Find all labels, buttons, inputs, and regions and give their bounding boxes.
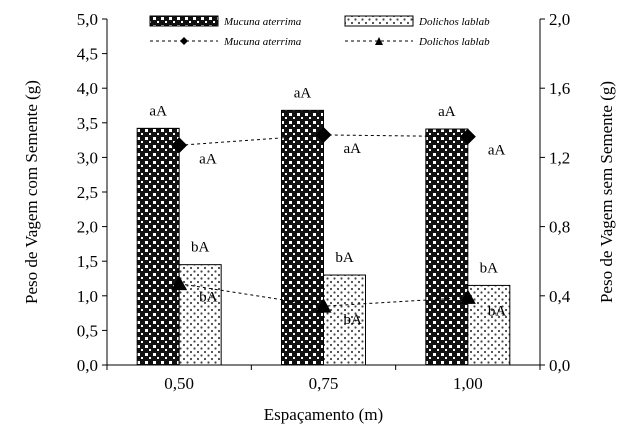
- x-tick-label: 0,50: [164, 374, 194, 393]
- legend-swatch: [149, 15, 219, 27]
- marker-triangle: [459, 289, 476, 304]
- y2-tick-label: 0,8: [549, 218, 570, 237]
- bar-mucuna: [281, 109, 324, 366]
- y2-tick-label: 1,2: [549, 148, 570, 167]
- y-tick-label: 4,0: [77, 79, 98, 98]
- y-tick-label: 3,0: [77, 148, 98, 167]
- bar-label: bA: [191, 240, 210, 256]
- bar-mucuna: [425, 128, 469, 366]
- bar-label: bA: [480, 260, 499, 276]
- legend-label: Dolichos lablab: [418, 16, 490, 28]
- bar-label: bA: [335, 250, 354, 266]
- legend-marker: [180, 37, 188, 45]
- point-label: bA: [199, 290, 218, 306]
- marker-diamond: [315, 126, 332, 143]
- x-axis-title: Espaçamento (m): [264, 405, 383, 424]
- y2-tick-label: 0,0: [549, 356, 570, 375]
- point-label: aA: [199, 151, 217, 167]
- point-label: aA: [488, 143, 506, 159]
- bar-dolichos: [467, 284, 511, 366]
- x-tick-label: 1,00: [453, 374, 483, 393]
- legend-label: Mucuna aterrima: [223, 36, 302, 48]
- y2-axis-title: Peso de Vagem sem Semente (g): [597, 81, 616, 303]
- marker-diamond: [459, 128, 476, 145]
- point-label: bA: [344, 312, 363, 328]
- plot-area: 0,0 0,5 1,0 1,5 2,0 2,5 3,0 3,5 4,0 4,5 5,0 0,0 0,4 0…: [77, 10, 571, 393]
- y-tick-label: 1,0: [77, 287, 98, 306]
- point-label: aA: [344, 141, 362, 157]
- marker-triangle: [171, 275, 188, 291]
- legend: Mucuna aterrima Dolichos lablab Mucuna ate…: [149, 15, 490, 48]
- y-tick-label: 4,5: [77, 45, 98, 64]
- y2-tick-label: 2,0: [549, 10, 570, 29]
- y-axis-title: Peso de Vagem com Semente (g): [22, 80, 41, 304]
- bar-label: aA: [149, 103, 167, 119]
- point-label: bA: [488, 304, 507, 320]
- bar-dolichos: [178, 264, 222, 366]
- y-tick-label: 0,0: [77, 356, 98, 375]
- y2-tick-label: 1,6: [549, 79, 570, 98]
- bar-dolichos: [323, 274, 366, 366]
- y-tick-label: 1,5: [77, 252, 98, 271]
- y2-tick-label: 0,4: [549, 287, 571, 306]
- bar-mucuna: [136, 127, 180, 366]
- legend-label: Dolichos lablab: [418, 36, 490, 48]
- marker-triangle: [315, 298, 332, 313]
- legend-marker: [375, 37, 383, 45]
- y-tick-label: 2,0: [77, 218, 98, 237]
- bar-label: aA: [294, 85, 312, 101]
- x-tick-label: 0,75: [309, 374, 339, 393]
- y-tick-label: 5,0: [77, 10, 98, 29]
- y-tick-label: 3,5: [77, 114, 98, 133]
- bar-label: aA: [438, 104, 456, 120]
- legend-label: Mucuna aterrima: [223, 16, 302, 28]
- y-tick-label: 0,5: [77, 321, 98, 340]
- y-tick-label: 2,5: [77, 183, 98, 202]
- legend-swatch: [344, 15, 414, 27]
- marker-diamond: [171, 137, 188, 154]
